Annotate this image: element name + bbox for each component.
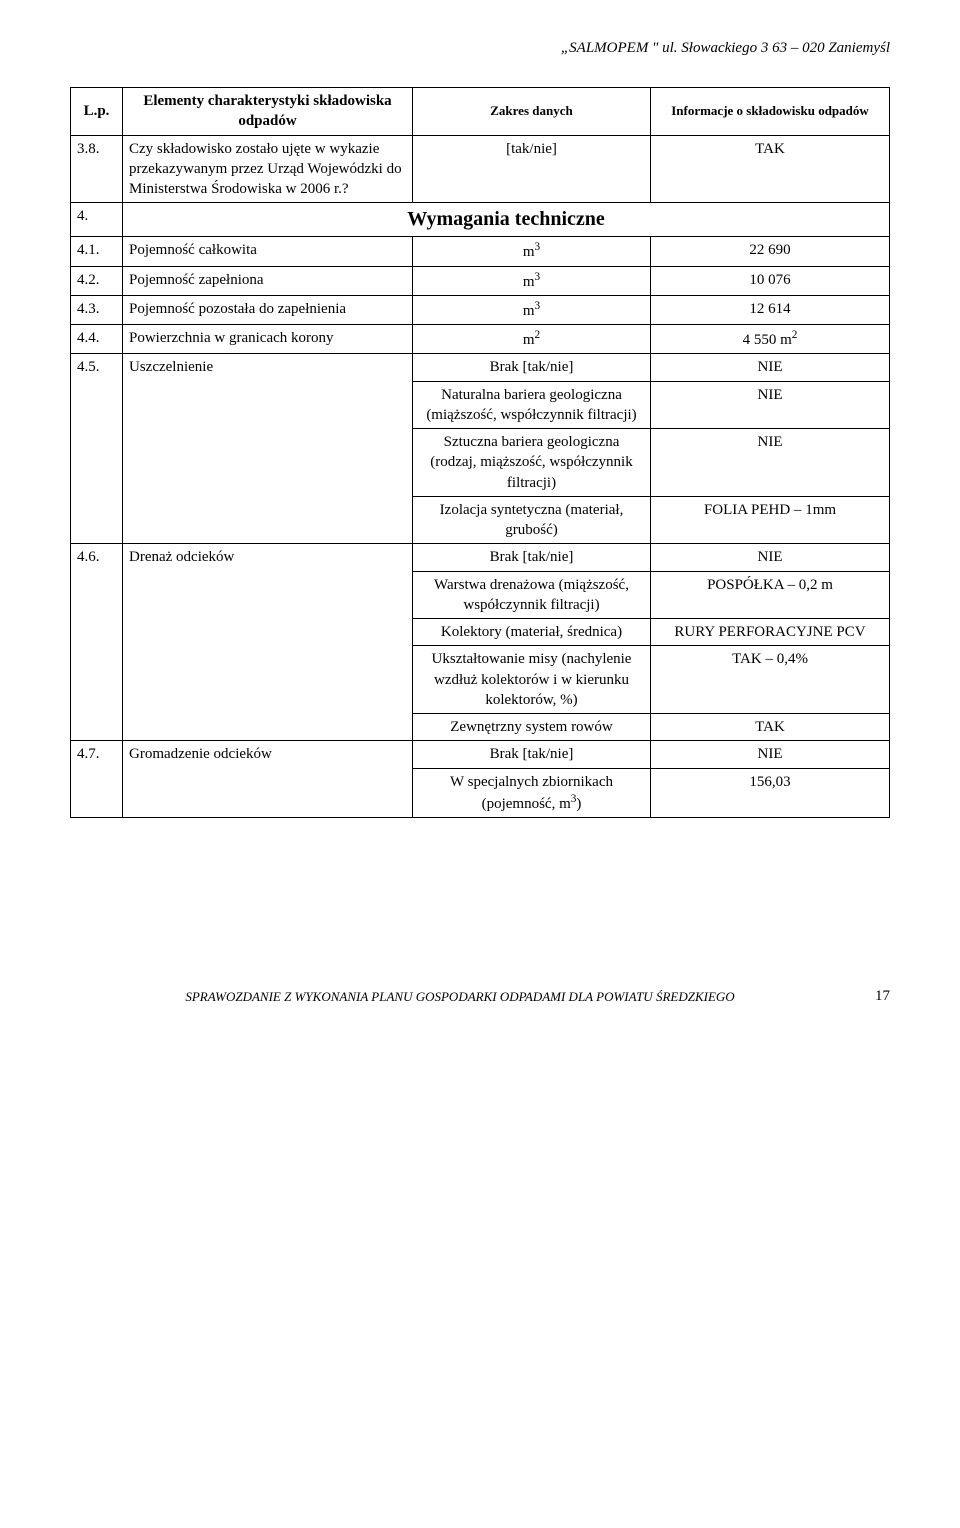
row-number: 4.5. bbox=[71, 354, 123, 544]
row-info: NIE bbox=[651, 429, 890, 497]
row-number: 4.6. bbox=[71, 544, 123, 741]
col-header-info: Informacje o składowisku odpadów bbox=[651, 88, 890, 136]
row-info: 4 550 m2 bbox=[651, 325, 890, 354]
main-table: L.p. Elementy charakterystyki składowisk… bbox=[70, 87, 890, 818]
row-number: 4.2. bbox=[71, 266, 123, 295]
table-row: 4.7. Gromadzenie odcieków Brak [tak/nie]… bbox=[71, 741, 890, 768]
row-info: POSPÓŁKA – 0,2 m bbox=[651, 571, 890, 619]
row-info: 10 076 bbox=[651, 266, 890, 295]
row-label: Drenaż odcieków bbox=[123, 544, 413, 741]
row-zd: Warstwa drenażowa (miąższość, współczynn… bbox=[413, 571, 651, 619]
document-header: „SALMOPEM " ul. Słowackiego 3 63 – 020 Z… bbox=[70, 40, 890, 57]
row-info: 22 690 bbox=[651, 237, 890, 266]
row-zd: Brak [tak/nie] bbox=[413, 354, 651, 381]
row-label: Pojemność zapełniona bbox=[123, 266, 413, 295]
table-header-row: L.p. Elementy charakterystyki składowisk… bbox=[71, 88, 890, 136]
section-number: 4. bbox=[71, 203, 123, 237]
table-row: 4.5. Uszczelnienie Brak [tak/nie] NIE bbox=[71, 354, 890, 381]
row-info: NIE bbox=[651, 354, 890, 381]
page-number: 17 bbox=[850, 988, 890, 1005]
table-row: 4.3. Pojemność pozostała do zapełnienia … bbox=[71, 295, 890, 324]
row-label: Pojemność całkowita bbox=[123, 237, 413, 266]
row-label: Gromadzenie odcieków bbox=[123, 741, 413, 818]
row-label: Powierzchnia w granicach korony bbox=[123, 325, 413, 354]
row-zd: Kolektory (materiał, średnica) bbox=[413, 619, 651, 646]
row-zd: m3 bbox=[413, 266, 651, 295]
row-info: TAK bbox=[651, 135, 890, 203]
row-zd: W specjalnych zbiornikach (pojemność, m3… bbox=[413, 768, 651, 818]
row-label: Uszczelnienie bbox=[123, 354, 413, 544]
row-zd: m2 bbox=[413, 325, 651, 354]
row-info: NIE bbox=[651, 741, 890, 768]
table-row: 4.6. Drenaż odcieków Brak [tak/nie] NIE bbox=[71, 544, 890, 571]
row-zd: Naturalna bariera geologiczna (miąższość… bbox=[413, 381, 651, 429]
row-info: FOLIA PEHD – 1mm bbox=[651, 496, 890, 544]
row-label: Czy składowisko zostało ujęte w wykazie … bbox=[123, 135, 413, 203]
table-row: 4.1. Pojemność całkowita m3 22 690 bbox=[71, 237, 890, 266]
row-zd: Izolacja syntetyczna (materiał, grubość) bbox=[413, 496, 651, 544]
row-info: RURY PERFORACYJNE PCV bbox=[651, 619, 890, 646]
col-header-zd: Zakres danych bbox=[413, 88, 651, 136]
row-info: TAK bbox=[651, 714, 890, 741]
row-zd: Sztuczna bariera geologiczna (rodzaj, mi… bbox=[413, 429, 651, 497]
row-info: NIE bbox=[651, 544, 890, 571]
row-number: 3.8. bbox=[71, 135, 123, 203]
row-zd: Brak [tak/nie] bbox=[413, 741, 651, 768]
row-zd: Ukształtowanie misy (nachylenie wzdłuż k… bbox=[413, 646, 651, 714]
row-info: NIE bbox=[651, 381, 890, 429]
page-footer: SPRAWOZDANIE Z WYKONANIA PLANU GOSPODARK… bbox=[70, 988, 890, 1005]
table-row: 4.2. Pojemność zapełniona m3 10 076 bbox=[71, 266, 890, 295]
row-zd: [tak/nie] bbox=[413, 135, 651, 203]
table-row: 3.8. Czy składowisko zostało ujęte w wyk… bbox=[71, 135, 890, 203]
footer-note: SPRAWOZDANIE Z WYKONANIA PLANU GOSPODARK… bbox=[70, 989, 850, 1005]
row-number: 4.7. bbox=[71, 741, 123, 818]
row-zd: Brak [tak/nie] bbox=[413, 544, 651, 571]
row-zd: m3 bbox=[413, 295, 651, 324]
row-info: 12 614 bbox=[651, 295, 890, 324]
row-label: Pojemność pozostała do zapełnienia bbox=[123, 295, 413, 324]
row-zd: Zewnętrzny system rowów bbox=[413, 714, 651, 741]
col-header-el: Elementy charakterystyki składowiska odp… bbox=[123, 88, 413, 136]
section-title: Wymagania techniczne bbox=[123, 203, 890, 237]
row-number: 4.3. bbox=[71, 295, 123, 324]
section-row: 4. Wymagania techniczne bbox=[71, 203, 890, 237]
col-header-lp: L.p. bbox=[71, 88, 123, 136]
row-info: TAK – 0,4% bbox=[651, 646, 890, 714]
row-zd: m3 bbox=[413, 237, 651, 266]
table-row: 4.4. Powierzchnia w granicach korony m2 … bbox=[71, 325, 890, 354]
row-info: 156,03 bbox=[651, 768, 890, 818]
row-number: 4.1. bbox=[71, 237, 123, 266]
row-number: 4.4. bbox=[71, 325, 123, 354]
